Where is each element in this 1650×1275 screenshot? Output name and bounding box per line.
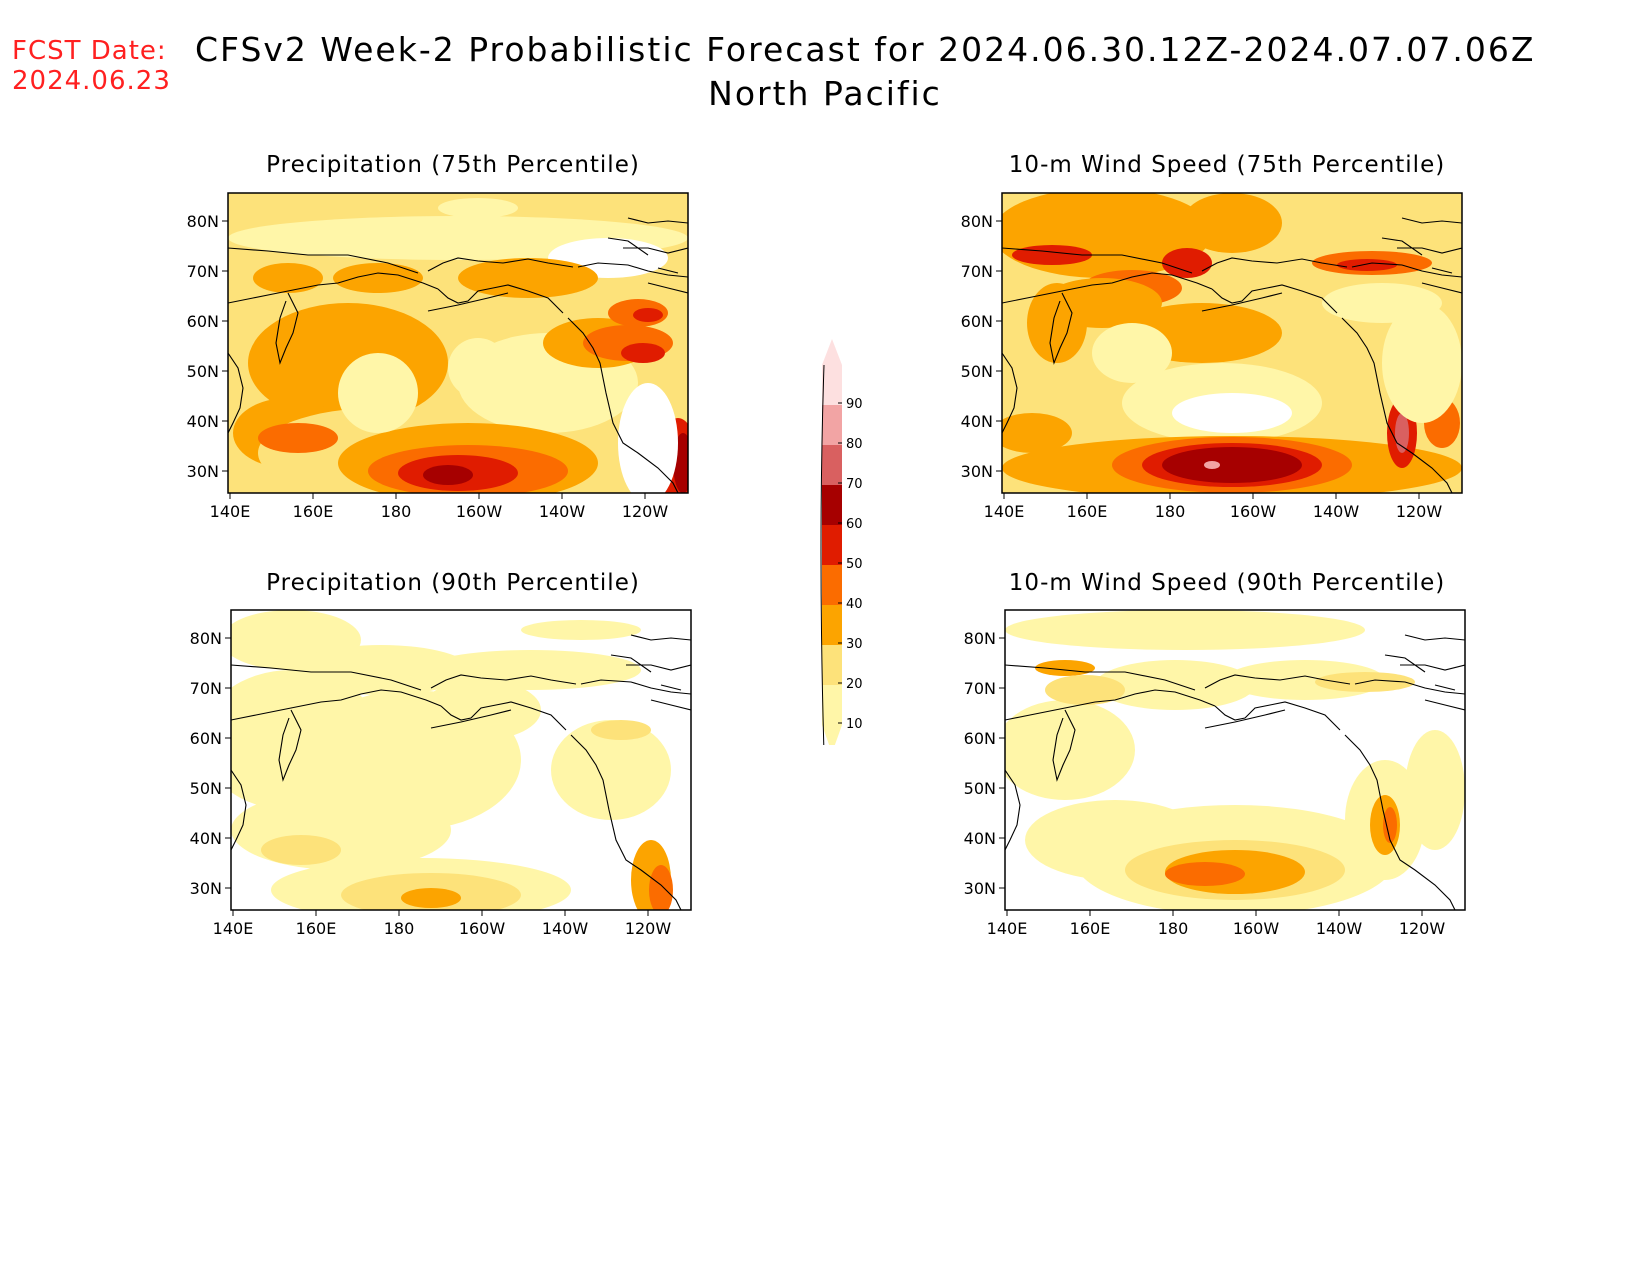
lat-tick-label: 60N <box>961 312 993 331</box>
shading-wind75 <box>1002 193 1462 493</box>
colorbar-swatch <box>822 365 842 405</box>
forecast-date-label: FCST Date: 2024.06.23 <box>12 36 171 96</box>
panel-title-wind75: 10-m Wind Speed (75th Percentile) <box>1008 152 1446 178</box>
colorbar-swatch <box>822 645 842 685</box>
panel-title-wind90: 10-m Wind Speed (90th Percentile) <box>1008 570 1446 596</box>
colorbar-level-label: 50 <box>846 557 863 572</box>
lon-tick-label: 160W <box>459 919 506 938</box>
coastline-wind75 <box>1002 217 1462 493</box>
lat-tick-label: 60N <box>190 729 222 748</box>
colorbar-level-label: 20 <box>846 677 863 692</box>
colorbar-level-label: 30 <box>846 637 863 652</box>
lat-tick-label: 30N <box>964 879 996 898</box>
lat-tick-label: 60N <box>187 312 219 331</box>
colorbar-swatch <box>822 565 842 605</box>
lon-tick-label: 140E <box>984 502 1025 521</box>
shading-wind90 <box>1005 610 1465 910</box>
lon-tick-label: 160W <box>456 502 503 521</box>
lat-tick-label: 50N <box>961 362 993 381</box>
colorbar-level-label: 10 <box>846 717 863 732</box>
shading-precip90 <box>231 610 691 910</box>
colorbar-swatch <box>822 525 842 565</box>
fcst-date: 2024.06.23 <box>12 66 171 96</box>
lon-tick-label: 140E <box>987 919 1028 938</box>
lon-tick-label: 140W <box>1313 502 1360 521</box>
map-wind90: 140E 160E 180 160W 140W 120W 80N 70N 60N 50N 40N 30… <box>964 609 1466 938</box>
colorbar-swatch <box>822 685 842 725</box>
lon-tick-label: 140W <box>539 502 586 521</box>
lon-tick-label: 140W <box>1316 919 1363 938</box>
map-frame <box>1004 609 1466 911</box>
colorbar-level-label: 40 <box>846 597 863 612</box>
lon-tick-label: 180 <box>381 502 412 521</box>
lat-tick-label: 50N <box>964 779 996 798</box>
lon-tick-label: 160W <box>1233 919 1280 938</box>
colorbar-level-label: 90 <box>846 397 863 412</box>
lat-tick-label: 50N <box>190 779 222 798</box>
lat-tick-label: 30N <box>190 879 222 898</box>
lon-tick-label: 120W <box>1399 919 1446 938</box>
lat-tick-label: 60N <box>964 729 996 748</box>
lat-tick-label: 30N <box>187 462 219 481</box>
region-title: North Pacific <box>708 74 942 113</box>
lat-tick-label: 40N <box>190 829 222 848</box>
lat-tick-label: 40N <box>961 412 993 431</box>
lat-tick-label: 70N <box>961 262 993 281</box>
colorbar-level-label: 60 <box>846 517 863 532</box>
lon-tick-label: 160E <box>1070 919 1111 938</box>
colorbar-level-label: 70 <box>846 477 863 492</box>
shading-precip75 <box>228 193 688 493</box>
lon-tick-label: 180 <box>1158 919 1189 938</box>
lat-tick-label: 70N <box>190 679 222 698</box>
lon-tick-label: 180 <box>384 919 415 938</box>
lon-tick-label: 140E <box>210 502 251 521</box>
lat-tick-label: 50N <box>187 362 219 381</box>
lat-tick-label: 80N <box>187 212 219 231</box>
coastline-precip75 <box>228 217 688 493</box>
colorbar-level-label: 80 <box>846 437 863 452</box>
lat-tick-label: 70N <box>187 262 219 281</box>
lat-tick-label: 80N <box>961 212 993 231</box>
fcst-label: FCST Date: <box>12 36 167 66</box>
colorbar-swatch <box>822 485 842 525</box>
map-frame <box>227 192 689 494</box>
coastline-wind90 <box>1005 634 1465 910</box>
lon-tick-label: 160E <box>293 502 334 521</box>
lat-tick-label: 70N <box>964 679 996 698</box>
lon-tick-label: 140E <box>213 919 254 938</box>
lat-tick-label: 80N <box>964 629 996 648</box>
lon-tick-label: 120W <box>1396 502 1443 521</box>
map-precip90: 140E 160E 180 160W 140W 120W 80N 70N 60N 50N 40N 30… <box>190 609 692 938</box>
lat-tick-label: 40N <box>964 829 996 848</box>
lon-tick-label: 160E <box>1067 502 1108 521</box>
map-wind75: 140E 160E 180 160W 140W 120W 80N 70N 60N 50N 40N 30… <box>961 192 1463 521</box>
lon-tick-label: 180 <box>1155 502 1186 521</box>
main-title: CFSv2 Week-2 Probabilistic Forecast for … <box>195 30 1536 69</box>
lon-tick-label: 160E <box>296 919 337 938</box>
panel-title-precip90: Precipitation (90th Percentile) <box>266 570 640 596</box>
map-frame <box>1001 192 1463 494</box>
colorbar-swatch <box>822 405 842 445</box>
colorbar-swatch <box>822 605 842 645</box>
lat-tick-label: 30N <box>961 462 993 481</box>
lon-tick-label: 120W <box>625 919 672 938</box>
map-frame <box>230 609 692 911</box>
lon-tick-label: 120W <box>622 502 669 521</box>
lat-tick-label: 80N <box>190 629 222 648</box>
lon-tick-label: 160W <box>1230 502 1277 521</box>
coastline-precip90 <box>231 634 691 910</box>
panel-title-precip75: Precipitation (75th Percentile) <box>266 152 640 178</box>
colorbar: 10 20 30 40 50 60 70 80 90 <box>820 339 863 745</box>
lon-tick-label: 140W <box>542 919 589 938</box>
lat-tick-label: 40N <box>187 412 219 431</box>
map-precip75: 140E 160E 180 160W 140W 120W 80N 70N 60N 50N 40N 30… <box>187 192 689 521</box>
colorbar-swatch <box>822 445 842 485</box>
